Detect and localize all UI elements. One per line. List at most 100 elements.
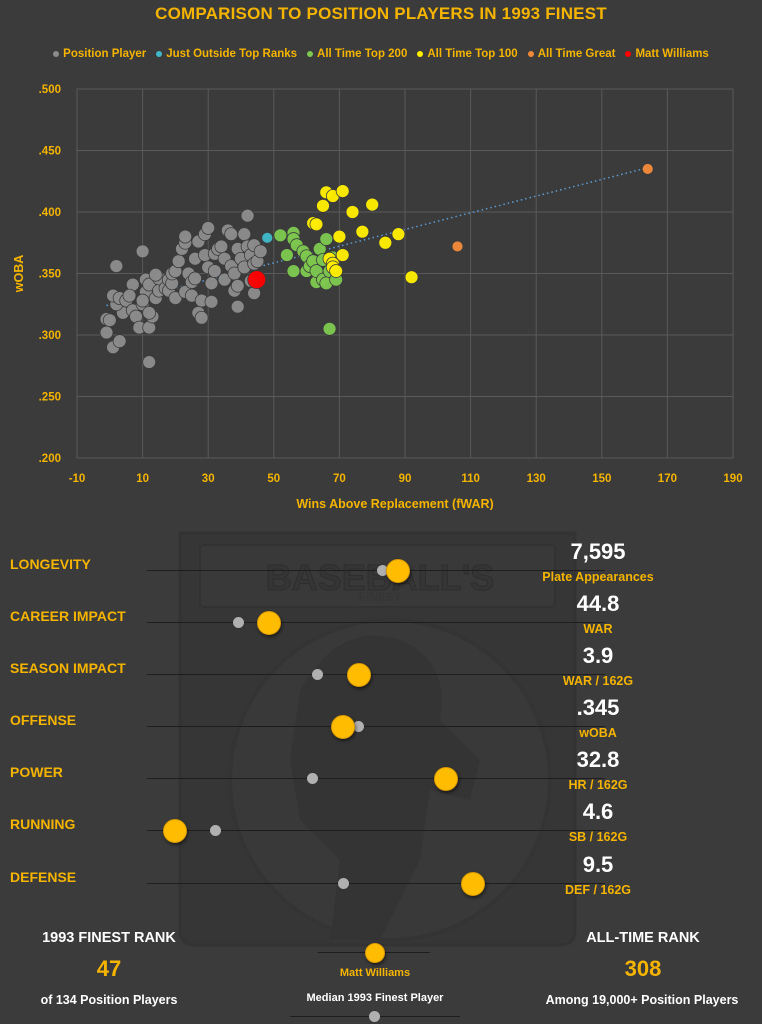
- data-point-all-time-top-100: [309, 217, 324, 232]
- metric-track-season-impact: [147, 674, 605, 675]
- legend-item-2: All Time Top 200: [307, 48, 407, 60]
- data-point-just-outside-top-ranks: [261, 231, 274, 244]
- data-point-position-player: [142, 277, 157, 292]
- y-tick-label: .250: [39, 392, 61, 404]
- y-tick-label: .300: [39, 330, 61, 342]
- data-point-all-time-top-100: [332, 229, 347, 244]
- metric-track-offense: [147, 726, 605, 727]
- data-point-position-player: [142, 305, 157, 320]
- finest-rank-subtitle: of 134 Position Players: [40, 993, 178, 1007]
- data-point-position-player: [171, 254, 186, 269]
- data-point-position-player: [135, 293, 150, 308]
- metric-unit-power: HR / 162G: [568, 778, 628, 792]
- metric-label-longevity: LONGEVITY: [10, 556, 91, 572]
- metric-label-offense: OFFENSE: [10, 712, 77, 728]
- data-point-all-time-top-100: [365, 197, 380, 212]
- metric-median-dot-power: [307, 772, 319, 784]
- metric-median-dot-running: [210, 824, 222, 836]
- metric-median-dot-longevity: [377, 564, 389, 576]
- data-point-all-time-top-100: [316, 198, 330, 213]
- data-point-position-player: [230, 299, 245, 314]
- data-point-all-time-top-100: [378, 235, 393, 250]
- x-tick-label: 130: [527, 473, 546, 485]
- metric-player-dot-power: [433, 767, 458, 791]
- data-point-position-player: [109, 259, 124, 274]
- finest-rank-heading: 1993 FINEST RANK: [42, 930, 176, 946]
- data-point-position-player: [148, 267, 163, 282]
- metric-median-dot-offense: [353, 720, 365, 732]
- data-point-all-time-top-200: [319, 232, 334, 246]
- data-point-position-player: [253, 244, 268, 259]
- data-point-position-player: [224, 227, 239, 242]
- x-axis-title: Wins Above Replacement (fWAR): [296, 497, 493, 510]
- legend-label: All Time Great: [537, 48, 616, 60]
- metric-median-dot-season-impact: [311, 668, 323, 680]
- metric-label-defense: DEFENSE: [10, 869, 77, 885]
- data-point-position-player: [204, 276, 219, 291]
- metric-label-running: RUNNING: [10, 816, 76, 832]
- legend-label: All Time Top 100: [427, 48, 518, 60]
- data-point-all-time-top-100: [404, 270, 419, 285]
- x-tick-label: -10: [69, 473, 86, 485]
- metric-unit-running: SB / 162G: [568, 830, 628, 844]
- legend-dot-icon: [53, 51, 60, 57]
- y-tick-label: .200: [39, 453, 61, 465]
- trend-line: [106, 166, 648, 307]
- all-time-rank-value: 308: [624, 956, 662, 981]
- legend-dot-icon: [625, 51, 632, 57]
- metric-median-dot-defense: [337, 877, 349, 889]
- metric-player-dot-defense: [461, 872, 486, 896]
- chart-title: COMPARISON TO POSITION PLAYERS IN 1993 F…: [155, 4, 607, 23]
- metric-median-dot-career-impact: [233, 616, 245, 628]
- x-tick-label: 70: [333, 473, 346, 485]
- data-point-position-player: [240, 208, 255, 223]
- metric-track-running: [147, 830, 605, 831]
- scatter-plot: -10 10 30 50 70 90 110 130 150 170 190 .500 .450 .400…: [12, 84, 743, 510]
- legend-item-3: All Time Top 100: [417, 48, 518, 60]
- metric-label-power: POWER: [10, 764, 63, 780]
- metric-track-career-impact: [147, 622, 605, 623]
- data-point-position-player: [230, 278, 245, 293]
- x-tick-label: 170: [658, 473, 677, 485]
- metric-value-running: 4.6: [582, 799, 614, 824]
- x-tick-label: 110: [461, 473, 480, 485]
- plot-border: [76, 88, 734, 459]
- data-point-position-player: [99, 325, 114, 340]
- legend-label: Just Outside Top Ranks: [166, 48, 298, 60]
- data-point-position-player: [102, 313, 117, 328]
- metric-track-power: [147, 778, 605, 779]
- legend-item-5: Matt Williams: [625, 48, 709, 60]
- watermark-line2: FINEST: [359, 590, 402, 604]
- metric-track-defense: [147, 883, 605, 884]
- data-point-all-time-great: [451, 240, 464, 253]
- data-point-all-time-top-200: [322, 321, 337, 336]
- finest-rank-value: 47: [96, 956, 122, 981]
- metric-label-career-impact: CAREER IMPACT: [10, 608, 126, 624]
- data-point-position-player: [207, 264, 222, 278]
- key-player-label: Matt Williams: [339, 967, 411, 979]
- legend-dot-icon: [307, 51, 314, 57]
- key-median-label: Median 1993 Finest Player: [306, 992, 444, 1004]
- metric-track-longevity: [147, 570, 605, 571]
- key-player-dot: [365, 943, 385, 963]
- data-point-all-time-top-100: [335, 248, 350, 262]
- y-tick-label: .500: [39, 84, 61, 96]
- legend-label: Matt Williams: [635, 48, 709, 60]
- metric-unit-offense: wOBA: [579, 726, 617, 740]
- metric-label-season-impact: SEASON IMPACT: [10, 660, 126, 676]
- data-point-all-time-top-200: [286, 264, 301, 278]
- chart-legend: Position Player Just Outside Top Ranks All…: [0, 48, 762, 60]
- data-point-position-player: [201, 221, 216, 235]
- legend-dot-icon: [527, 51, 534, 57]
- legend-item-0: Position Player: [53, 48, 146, 60]
- data-point-all-time-top-100: [335, 184, 350, 198]
- data-point-position-player: [112, 334, 127, 349]
- x-tick-label: 50: [267, 473, 280, 485]
- metric-player-dot-career-impact: [257, 611, 282, 635]
- y-tick-label: .350: [39, 269, 61, 281]
- legend-label: All Time Top 200: [317, 48, 408, 60]
- metric-unit-career-impact: WAR: [583, 622, 613, 636]
- metric-value-defense: 9.5: [582, 852, 614, 877]
- legend-dot-icon: [156, 51, 163, 57]
